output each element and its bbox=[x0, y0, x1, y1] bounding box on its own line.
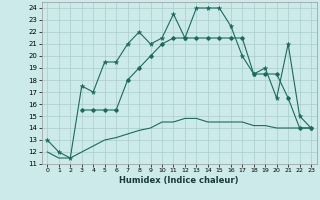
X-axis label: Humidex (Indice chaleur): Humidex (Indice chaleur) bbox=[119, 176, 239, 185]
